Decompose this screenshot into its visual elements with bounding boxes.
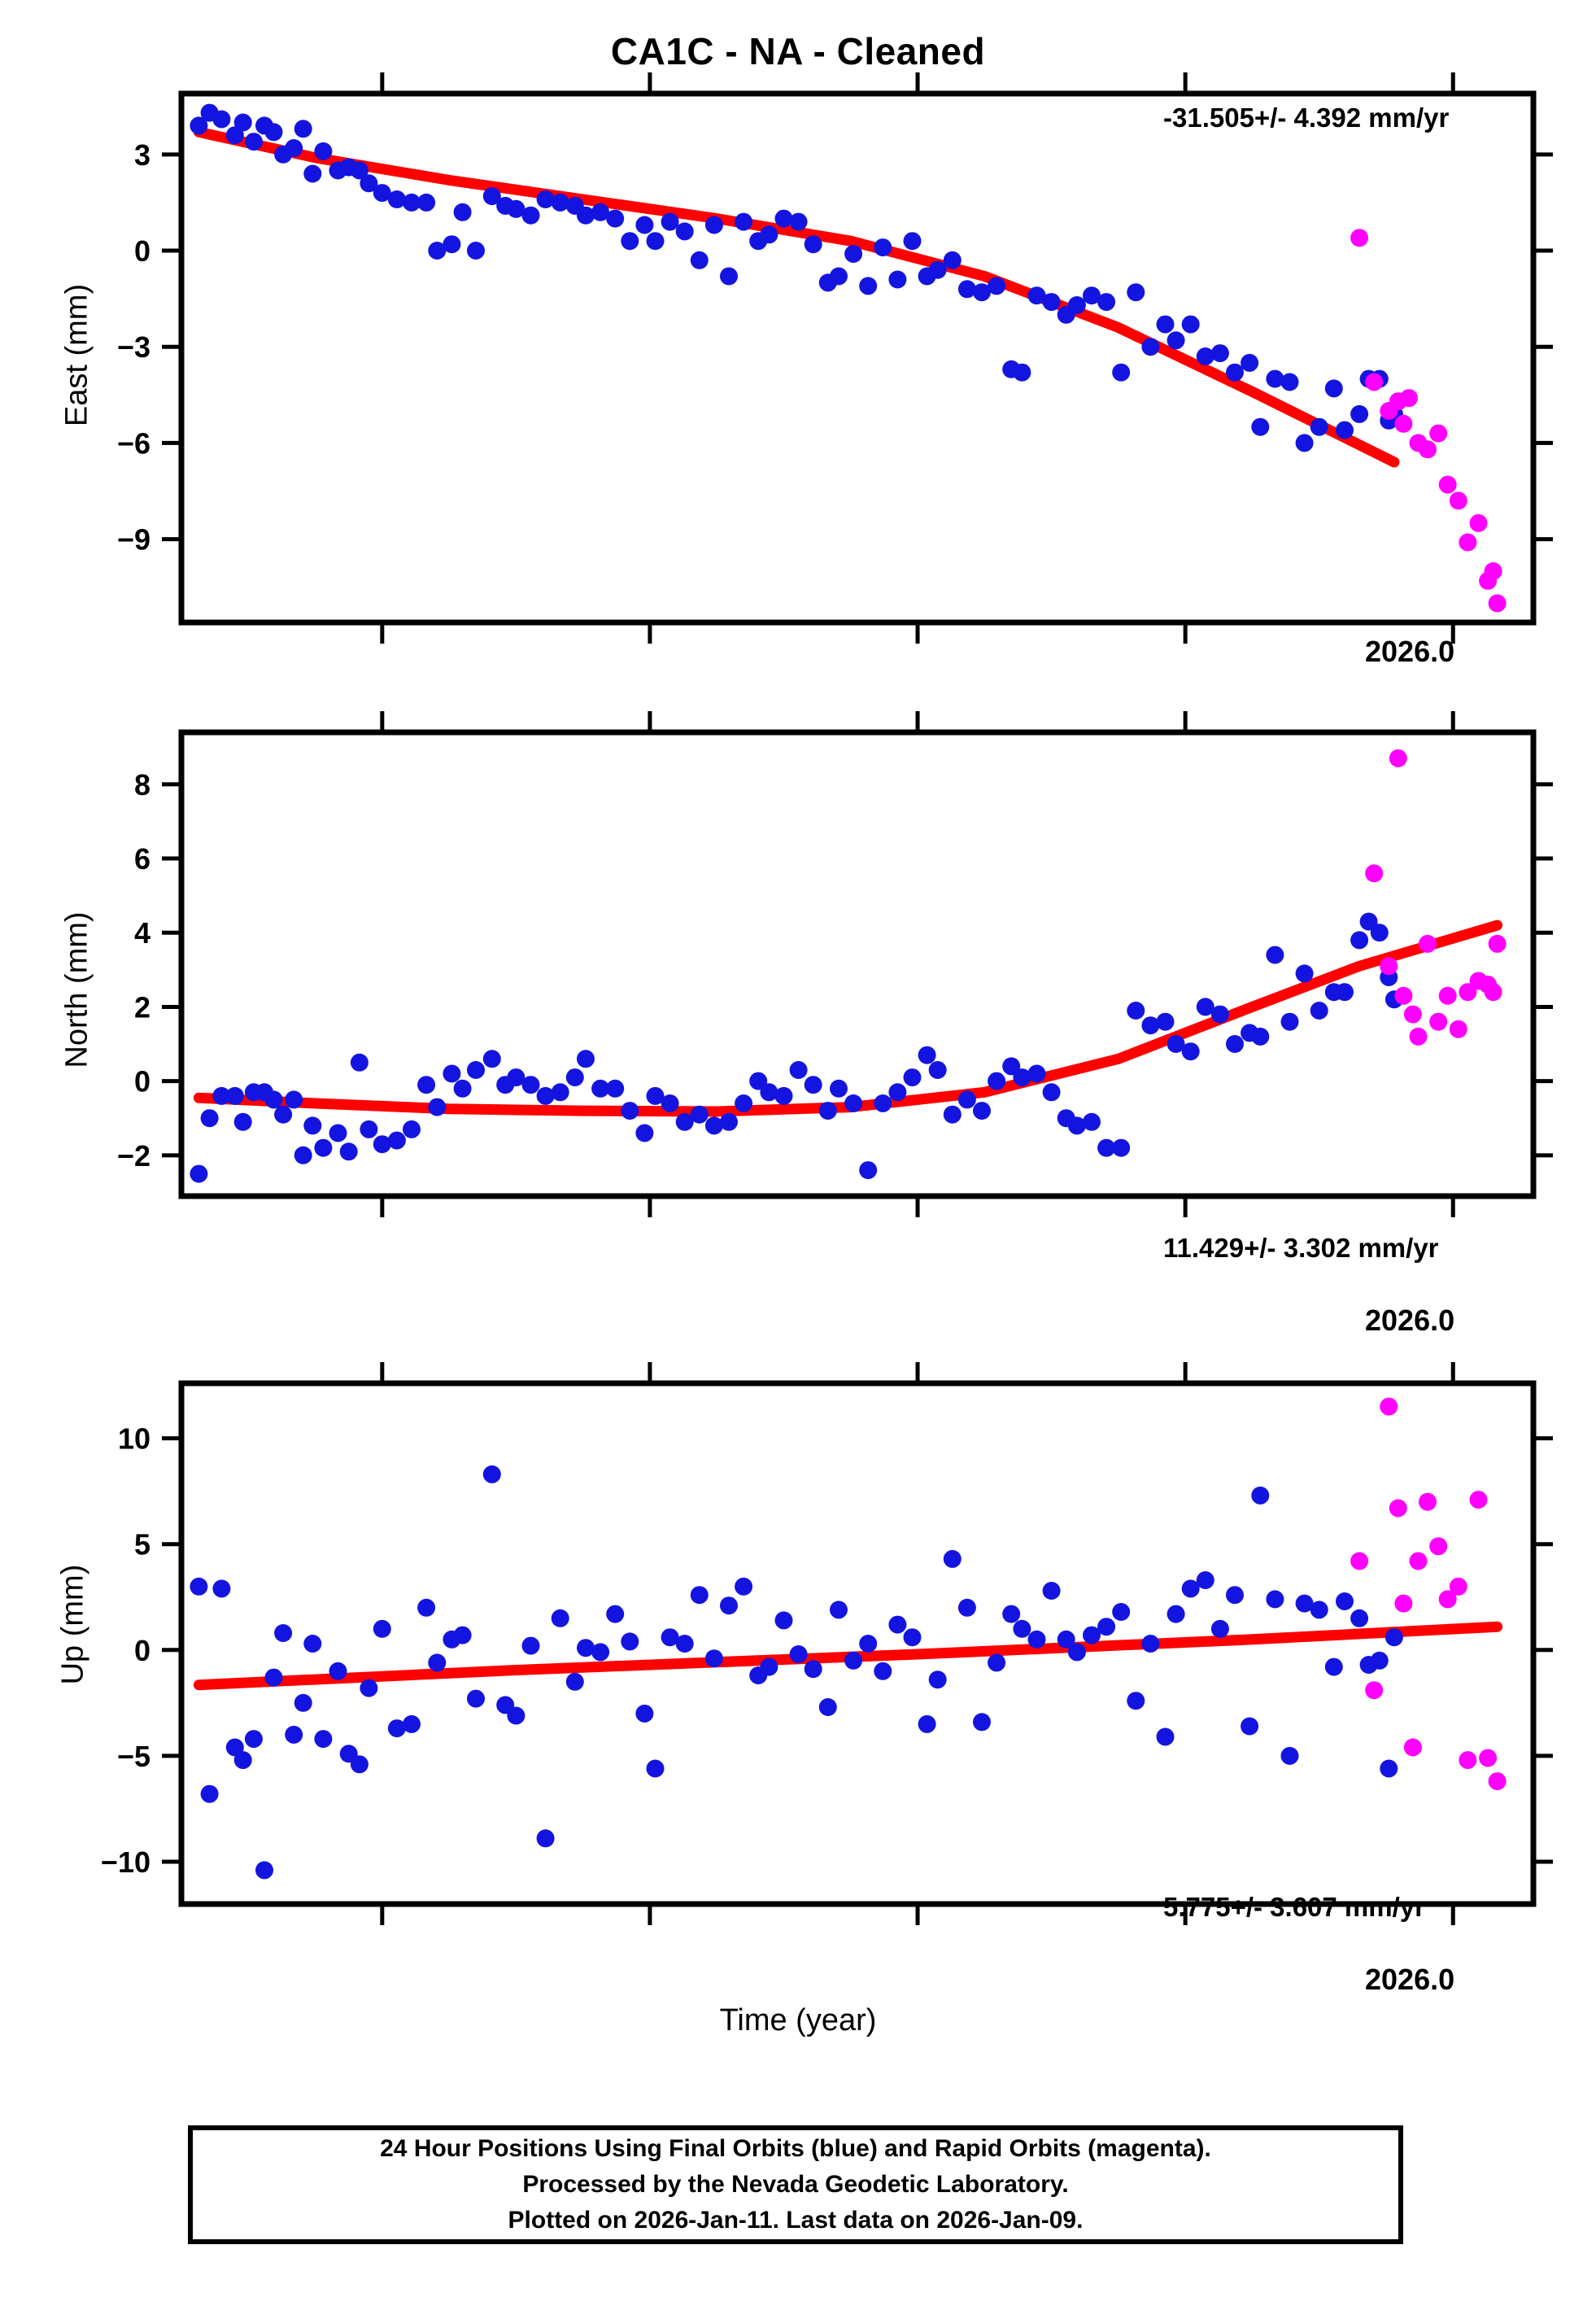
svg-text:−10: −10 — [101, 1845, 150, 1879]
east-plot-svg: 3 0 −3 −6 −9 — [117, 72, 1553, 644]
svg-text:4: 4 — [134, 916, 150, 950]
up-plot-svg: 10 5 0 −5 −10 — [101, 1362, 1553, 1925]
svg-text:0: 0 — [134, 234, 150, 268]
svg-text:8: 8 — [134, 768, 150, 801]
caption-line-2: Processed by the Nevada Geodetic Laborat… — [522, 2171, 1069, 2198]
up-rate-annotation: 5.775+/- 3.607 mm/yr — [1163, 1892, 1425, 1922]
page-title: CA1C - NA - Cleaned — [610, 30, 986, 72]
caption-box: 24 Hour Positions Using Final Orbits (bl… — [188, 2125, 1403, 2244]
up-panel: 10 5 0 −5 −10 — [0, 1334, 1596, 1953]
svg-text:−2: −2 — [117, 1139, 150, 1173]
east-year-tick-label: 2026.0 — [1365, 635, 1455, 668]
svg-text:2: 2 — [134, 990, 150, 1024]
north-rate-annotation: 11.429+/- 3.302 mm/yr — [1163, 1233, 1439, 1263]
svg-text:5: 5 — [134, 1528, 150, 1561]
svg-text:−6: −6 — [117, 426, 150, 460]
svg-text:−5: −5 — [117, 1740, 150, 1773]
north-plot-svg: 8 6 4 2 0 −2 — [117, 711, 1553, 1217]
north-panel: 8 6 4 2 0 −2 — [0, 700, 1596, 1269]
svg-text:−3: −3 — [117, 330, 150, 364]
svg-text:−9: −9 — [117, 523, 150, 557]
svg-text:10: 10 — [118, 1422, 150, 1456]
east-rate-annotation: -31.505+/- 4.392 mm/yr — [1163, 103, 1450, 133]
east-panel: 3 0 −3 −6 −9 — [0, 0, 1596, 692]
svg-text:0: 0 — [134, 1634, 150, 1667]
north-year-tick-label: 2026.0 — [1365, 1304, 1455, 1337]
svg-text:6: 6 — [134, 842, 150, 876]
up-year-tick-label: 2026.0 — [1365, 1963, 1455, 1996]
x-axis-label: Time (year) — [719, 2003, 877, 2037]
caption-line-3: Plotted on 2026-Jan-11. Last data on 202… — [508, 2207, 1084, 2234]
svg-text:3: 3 — [134, 138, 150, 172]
svg-text:0: 0 — [134, 1065, 150, 1098]
caption-line-1: 24 Hour Positions Using Final Orbits (bl… — [380, 2135, 1211, 2162]
